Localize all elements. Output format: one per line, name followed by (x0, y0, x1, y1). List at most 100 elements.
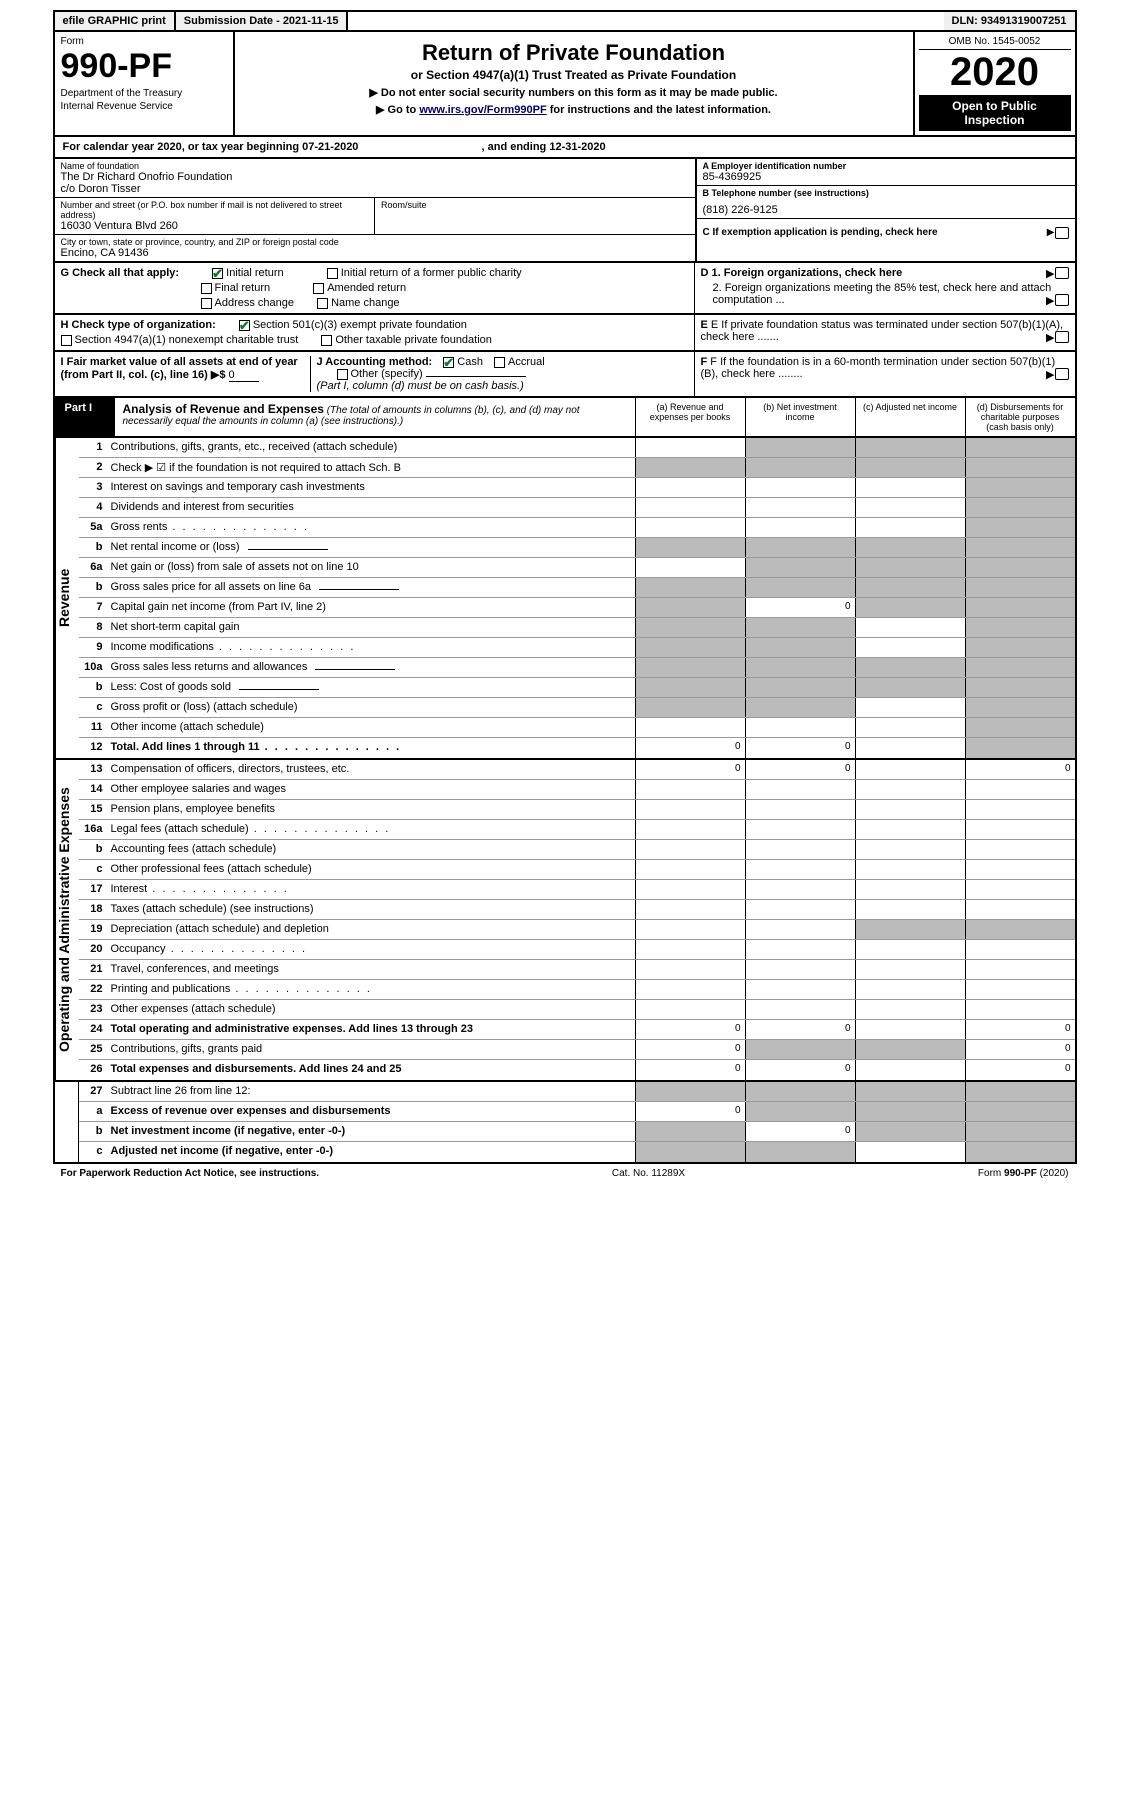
s4947-label: Section 4947(a)(1) nonexempt charitable … (75, 334, 299, 346)
row-number: b (79, 840, 107, 859)
cell-a (635, 1142, 745, 1162)
cell-dd (965, 698, 1075, 717)
e-checkbox[interactable] (1055, 331, 1069, 343)
row-number: a (79, 1102, 107, 1121)
dept-treasury: Department of the Treasury (61, 88, 227, 99)
cell-c (855, 538, 965, 557)
cell-b (745, 1000, 855, 1019)
topbar: efile GRAPHIC print Submission Date - 20… (53, 10, 1077, 32)
cell-b (745, 920, 855, 939)
f-checkbox[interactable] (1055, 368, 1069, 380)
part1-title: Analysis of Revenue and Expenses (123, 402, 324, 416)
cell-dd (965, 880, 1075, 899)
row-number: b (79, 678, 107, 697)
accrual-checkbox[interactable] (494, 357, 505, 368)
row-number: 10a (79, 658, 107, 677)
cell-a (635, 980, 745, 999)
g-label: G Check all that apply: (61, 267, 180, 279)
section-j: J Accounting method: Cash Accrual Other … (311, 356, 688, 392)
table-row: 27Subtract line 26 from line 12: (79, 1082, 1075, 1102)
omb-number: OMB No. 1545-0052 (919, 36, 1071, 50)
c-checkbox[interactable] (1055, 227, 1069, 239)
footer-right: Form 990-PF (2020) (978, 1168, 1069, 1179)
cell-b (745, 558, 855, 577)
initial-return-label: Initial return (226, 267, 283, 279)
cell-c (855, 940, 965, 959)
cell-b (745, 780, 855, 799)
cell-c (855, 800, 965, 819)
form-number: 990-PF (61, 47, 227, 86)
bottom-rows: 27Subtract line 26 from line 12:aExcess … (79, 1082, 1075, 1162)
cell-a (635, 678, 745, 697)
table-row: cAdjusted net income (if negative, enter… (79, 1142, 1075, 1162)
cell-b (745, 458, 855, 477)
s4947-checkbox[interactable] (61, 335, 72, 346)
table-row: bAccounting fees (attach schedule) (79, 840, 1075, 860)
cell-c (855, 1122, 965, 1141)
cell-a (635, 940, 745, 959)
s501c3-checkbox[interactable] (239, 320, 250, 331)
cell-b (745, 820, 855, 839)
other-specify-line (426, 376, 526, 377)
cell-c (855, 840, 965, 859)
row-description: Gross profit or (loss) (attach schedule) (107, 698, 635, 717)
row-number: 15 (79, 800, 107, 819)
cell-c (855, 558, 965, 577)
row-description: Occupancy (107, 940, 635, 959)
entity-right: A Employer identification number 85-4369… (695, 159, 1075, 261)
section-c-row: C If exemption application is pending, c… (697, 219, 1075, 240)
cash-checkbox[interactable] (443, 357, 454, 368)
section-i: I Fair market value of all assets at end… (61, 356, 311, 392)
cell-a (635, 598, 745, 617)
cell-b (745, 618, 855, 637)
final-return-checkbox[interactable] (201, 283, 212, 294)
cell-dd (965, 558, 1075, 577)
table-row: 11Other income (attach schedule) (79, 718, 1075, 738)
footer-left: For Paperwork Reduction Act Notice, see … (61, 1168, 320, 1179)
cell-dd (965, 598, 1075, 617)
cell-c (855, 1020, 965, 1039)
d1-checkbox[interactable] (1055, 267, 1069, 279)
cell-a (635, 518, 745, 537)
cell-b: 0 (745, 760, 855, 779)
row-description: Travel, conferences, and meetings (107, 960, 635, 979)
cell-b (745, 800, 855, 819)
table-row: 6aNet gain or (loss) from sale of assets… (79, 558, 1075, 578)
cell-a (635, 718, 745, 737)
cell-a (635, 1122, 745, 1141)
cell-dd (965, 498, 1075, 517)
room-suite-row: Room/suite (374, 198, 695, 235)
row-description: Gross sales price for all assets on line… (107, 578, 635, 597)
row-description: Contributions, gifts, grants paid (107, 1040, 635, 1059)
cell-dd (965, 800, 1075, 819)
row-description: Capital gain net income (from Part IV, l… (107, 598, 635, 617)
addr-change-checkbox[interactable] (201, 298, 212, 309)
amended-checkbox[interactable] (313, 283, 324, 294)
cell-c (855, 458, 965, 477)
cell-dd: 0 (965, 1020, 1075, 1039)
initial-return-checkbox[interactable] (212, 268, 223, 279)
row-number: b (79, 1122, 107, 1141)
cell-b (745, 860, 855, 879)
instr-ssn: ▶ Do not enter social security numbers o… (243, 86, 905, 99)
d1-label: D 1. Foreign organizations, check here (701, 267, 903, 279)
dln: DLN: 93491319007251 (944, 12, 1075, 30)
cell-b (745, 940, 855, 959)
other-specify-checkbox[interactable] (337, 369, 348, 380)
cell-a (635, 900, 745, 919)
col-c-header: (c) Adjusted net income (855, 398, 965, 436)
cell-c (855, 920, 965, 939)
cell-dd (965, 478, 1075, 497)
table-row: 25Contributions, gifts, grants paid00 (79, 1040, 1075, 1060)
cell-b (745, 1082, 855, 1101)
calendar-year-row: For calendar year 2020, or tax year begi… (53, 137, 1077, 159)
d2-checkbox[interactable] (1055, 294, 1069, 306)
row-description: Printing and publications (107, 980, 635, 999)
initial-former-checkbox[interactable] (327, 268, 338, 279)
section-e: E E If private foundation status was ter… (695, 315, 1075, 350)
efile-print[interactable]: efile GRAPHIC print (55, 12, 176, 30)
irs-link[interactable]: www.irs.gov/Form990PF (419, 104, 546, 116)
table-row: 18Taxes (attach schedule) (see instructi… (79, 900, 1075, 920)
other-tax-checkbox[interactable] (321, 335, 332, 346)
name-change-checkbox[interactable] (317, 298, 328, 309)
